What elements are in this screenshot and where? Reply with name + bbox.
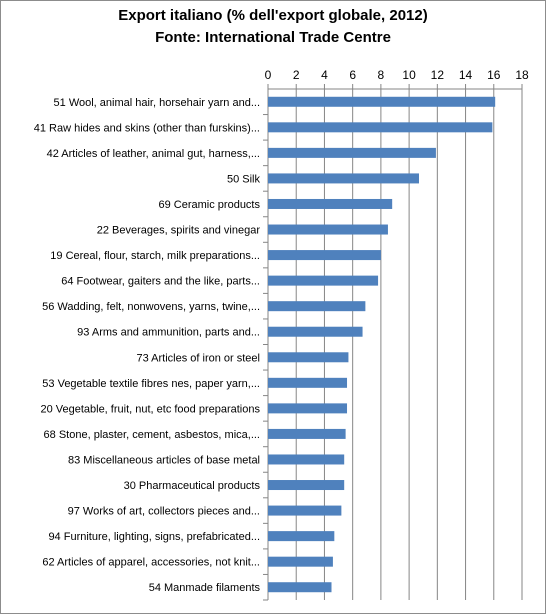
- bar: [268, 224, 388, 235]
- bar: [268, 454, 345, 465]
- bar: [268, 275, 379, 286]
- bar: [268, 377, 348, 388]
- x-tick-label: 8: [378, 68, 385, 82]
- category-label: 83 Miscellaneous articles of base metal: [68, 454, 260, 466]
- category-label: 64 Footwear, gaiters and the like, parts…: [61, 276, 260, 288]
- chart-title: Export italiano (% dell'export globale, …: [118, 7, 428, 24]
- category-label: 53 Vegetable textile fibres nes, paper y…: [42, 378, 260, 390]
- category-label: 97 Works of art, collectors pieces and..…: [68, 506, 260, 518]
- category-label: 20 Vegetable, fruit, nut, etc food prepa…: [40, 403, 260, 415]
- category-label: 54 Manmade filaments: [149, 582, 261, 594]
- bar: [268, 505, 342, 516]
- x-tick-label: 10: [402, 68, 416, 82]
- category-label: 19 Cereal, flour, starch, milk preparati…: [50, 250, 260, 262]
- x-tick-label: 2: [293, 68, 300, 82]
- bar: [268, 531, 335, 542]
- x-tick-label: 12: [431, 68, 445, 82]
- bar: [268, 556, 333, 567]
- chart-subtitle: Fonte: International Trade Centre: [155, 29, 391, 46]
- category-label: 22 Beverages, spirits and vinegar: [97, 225, 261, 237]
- category-label: 30 Pharmaceutical products: [124, 480, 261, 492]
- category-label: 68 Stone, plaster, cement, asbestos, mic…: [44, 429, 260, 441]
- bar: [268, 352, 349, 363]
- category-label: 50 Silk: [227, 173, 261, 185]
- category-label: 93 Arms and ammunition, parts and...: [77, 327, 260, 339]
- bar: [268, 326, 363, 337]
- bar: [268, 301, 366, 312]
- category-label: 51 Wool, animal hair, horsehair yarn and…: [54, 97, 260, 109]
- bar: [268, 480, 345, 491]
- bar: [268, 96, 496, 107]
- category-label: 73 Articles of iron or steel: [136, 352, 260, 364]
- category-label: 94 Furniture, lighting, signs, prefabric…: [48, 531, 260, 543]
- category-label: 56 Wadding, felt, nonwovens, yarns, twin…: [42, 301, 260, 313]
- x-tick-label: 0: [265, 68, 272, 82]
- x-tick-label: 14: [459, 68, 473, 82]
- category-label: 69 Ceramic products: [159, 199, 261, 211]
- bar: [268, 198, 393, 209]
- bar: [268, 403, 348, 414]
- bar: [268, 173, 419, 184]
- bar: [268, 122, 493, 133]
- bar: [268, 250, 381, 261]
- x-tick-label: 16: [487, 68, 501, 82]
- bar: [268, 147, 436, 158]
- category-label: 41 Raw hides and skins (other than fursk…: [34, 122, 260, 134]
- category-label: 62 Articles of apparel, accessories, not…: [42, 557, 260, 569]
- x-tick-label: 6: [349, 68, 356, 82]
- category-label: 42 Articles of leather, animal gut, harn…: [47, 148, 260, 160]
- x-tick-label: 4: [321, 68, 328, 82]
- bar: [268, 582, 332, 593]
- bar: [268, 428, 346, 439]
- x-tick-label: 18: [515, 68, 529, 82]
